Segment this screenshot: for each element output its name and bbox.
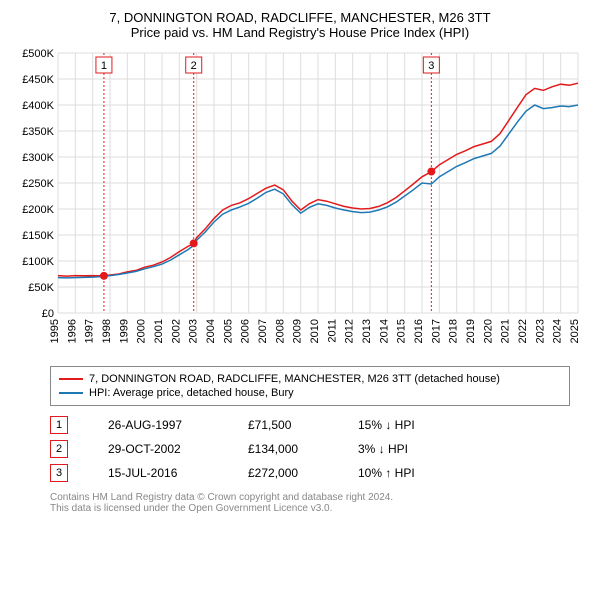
marker-diff: 15% ↓ HPI bbox=[358, 418, 438, 432]
svg-text:2013: 2013 bbox=[361, 319, 373, 343]
svg-text:2021: 2021 bbox=[500, 319, 512, 343]
footer-line2: This data is licensed under the Open Gov… bbox=[50, 503, 570, 514]
marker-row: 2 29-OCT-2002 £134,000 3% ↓ HPI bbox=[50, 440, 570, 458]
marker-diff: 3% ↓ HPI bbox=[358, 442, 438, 456]
svg-text:2010: 2010 bbox=[309, 319, 321, 343]
svg-text:2000: 2000 bbox=[136, 319, 148, 343]
legend-swatch bbox=[59, 378, 83, 380]
marker-price: £71,500 bbox=[248, 418, 318, 432]
svg-text:£0: £0 bbox=[42, 308, 54, 320]
marker-price: £134,000 bbox=[248, 442, 318, 456]
svg-text:£350K: £350K bbox=[22, 126, 54, 138]
title-line2: Price paid vs. HM Land Registry's House … bbox=[10, 25, 590, 40]
svg-text:1998: 1998 bbox=[101, 319, 113, 343]
marker-diff: 10% ↑ HPI bbox=[358, 466, 438, 480]
legend-item: 7, DONNINGTON ROAD, RADCLIFFE, MANCHESTE… bbox=[59, 373, 561, 385]
svg-text:1999: 1999 bbox=[118, 319, 130, 343]
svg-text:2018: 2018 bbox=[448, 319, 460, 343]
legend-item: HPI: Average price, detached house, Bury bbox=[59, 387, 561, 399]
svg-text:£300K: £300K bbox=[22, 152, 54, 164]
svg-text:2: 2 bbox=[191, 60, 197, 72]
svg-text:£450K: £450K bbox=[22, 74, 54, 86]
svg-text:£200K: £200K bbox=[22, 204, 54, 216]
svg-text:£100K: £100K bbox=[22, 256, 54, 268]
svg-text:2007: 2007 bbox=[257, 319, 269, 343]
svg-text:2019: 2019 bbox=[465, 319, 477, 343]
svg-text:3: 3 bbox=[428, 60, 434, 72]
footer-line1: Contains HM Land Registry data © Crown c… bbox=[50, 492, 570, 503]
marker-badge: 3 bbox=[50, 464, 68, 482]
svg-text:£250K: £250K bbox=[22, 178, 54, 190]
marker-date: 29-OCT-2002 bbox=[108, 442, 208, 456]
svg-text:2020: 2020 bbox=[482, 319, 494, 343]
svg-text:2016: 2016 bbox=[413, 319, 425, 343]
svg-text:2005: 2005 bbox=[222, 319, 234, 343]
marker-price: £272,000 bbox=[248, 466, 318, 480]
marker-badge: 2 bbox=[50, 440, 68, 458]
legend-label: 7, DONNINGTON ROAD, RADCLIFFE, MANCHESTE… bbox=[89, 373, 500, 385]
legend-swatch bbox=[59, 392, 83, 394]
svg-text:1: 1 bbox=[101, 60, 107, 72]
svg-text:2023: 2023 bbox=[534, 319, 546, 343]
svg-text:£400K: £400K bbox=[22, 100, 54, 112]
svg-text:2024: 2024 bbox=[552, 319, 564, 343]
svg-text:2012: 2012 bbox=[344, 319, 356, 343]
svg-text:2025: 2025 bbox=[569, 319, 581, 343]
svg-text:2008: 2008 bbox=[274, 319, 286, 343]
svg-text:2015: 2015 bbox=[396, 319, 408, 343]
marker-date: 26-AUG-1997 bbox=[108, 418, 208, 432]
legend: 7, DONNINGTON ROAD, RADCLIFFE, MANCHESTE… bbox=[50, 366, 570, 406]
marker-badge: 1 bbox=[50, 416, 68, 434]
svg-text:2017: 2017 bbox=[430, 319, 442, 343]
line-chart: £0 £50K £100K £150K £200K £250K £300K £350K £400… bbox=[10, 48, 590, 358]
chart-container: 7, DONNINGTON ROAD, RADCLIFFE, MANCHESTE… bbox=[10, 10, 590, 514]
marker-table: 1 26-AUG-1997 £71,500 15% ↓ HPI 2 29-OCT-2002… bbox=[50, 416, 570, 482]
chart-title: 7, DONNINGTON ROAD, RADCLIFFE, MANCHESTE… bbox=[10, 10, 590, 40]
title-line1: 7, DONNINGTON ROAD, RADCLIFFE, MANCHESTE… bbox=[10, 10, 590, 25]
svg-text:£150K: £150K bbox=[22, 230, 54, 242]
svg-text:2001: 2001 bbox=[153, 319, 165, 343]
svg-text:£50K: £50K bbox=[28, 282, 54, 294]
svg-text:1995: 1995 bbox=[49, 319, 61, 343]
marker-date: 15-JUL-2016 bbox=[108, 466, 208, 480]
marker-row: 1 26-AUG-1997 £71,500 15% ↓ HPI bbox=[50, 416, 570, 434]
svg-text:1996: 1996 bbox=[66, 319, 78, 343]
svg-text:£500K: £500K bbox=[22, 48, 54, 60]
footer: Contains HM Land Registry data © Crown c… bbox=[50, 492, 570, 514]
svg-text:2004: 2004 bbox=[205, 319, 217, 343]
svg-text:2003: 2003 bbox=[188, 319, 200, 343]
svg-text:2014: 2014 bbox=[378, 319, 390, 343]
svg-text:1997: 1997 bbox=[84, 319, 96, 343]
svg-text:2009: 2009 bbox=[292, 319, 304, 343]
svg-text:2006: 2006 bbox=[240, 319, 252, 343]
svg-text:2022: 2022 bbox=[517, 319, 529, 343]
svg-text:2002: 2002 bbox=[170, 319, 182, 343]
legend-label: HPI: Average price, detached house, Bury bbox=[89, 387, 294, 399]
svg-text:2011: 2011 bbox=[326, 319, 338, 343]
marker-row: 3 15-JUL-2016 £272,000 10% ↑ HPI bbox=[50, 464, 570, 482]
